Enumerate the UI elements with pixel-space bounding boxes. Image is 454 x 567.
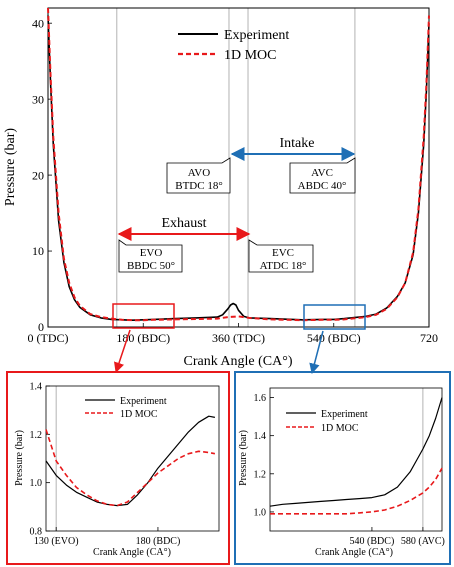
y-tick-label: 1.0 bbox=[254, 507, 267, 518]
inset-right-legend-experiment: Experiment bbox=[321, 409, 368, 420]
series-line-experiment bbox=[45, 415, 216, 507]
avo-line2: BTDC 18° bbox=[175, 180, 223, 192]
y-tick-label: 1.4 bbox=[254, 431, 267, 442]
intake-label: Intake bbox=[280, 136, 315, 151]
zoom-arrow-exhaust bbox=[114, 329, 131, 373]
avc-line1: AVC bbox=[311, 167, 333, 179]
main-x-axis-label: Crank Angle (CA°) bbox=[183, 354, 292, 369]
inset-right-legend-moc: 1D MOC bbox=[321, 423, 359, 434]
y-tick-label: 10 bbox=[32, 244, 44, 258]
main-x-ticks: 0 (TDC) 180 (BDC) 360 (TDC) 540 (BDC) 720 bbox=[28, 323, 438, 345]
inset-right-legend: Experiment 1D MOC bbox=[286, 409, 368, 434]
x-tick-label: 180 (BDC) bbox=[136, 536, 181, 547]
inset-left-x-axis-label: Crank Angle (CA°) bbox=[93, 547, 171, 558]
main-legend: Experiment 1D MOC bbox=[178, 28, 289, 63]
exhaust-label: Exhaust bbox=[161, 216, 206, 231]
zoom-box-intake bbox=[303, 304, 366, 330]
inset-left-border bbox=[6, 371, 230, 565]
main-chart: 0 10 20 30 40 0 (TDC) 180 (BDC) 360 (TDC) 540 (… bbox=[3, 7, 438, 375]
y-tick-label: 1.4 bbox=[30, 382, 43, 393]
x-tick-label: 360 (TDC) bbox=[212, 331, 265, 345]
x-tick-label: 720 bbox=[420, 331, 438, 345]
inset-left-series bbox=[45, 415, 216, 507]
inset-left-legend-experiment: Experiment bbox=[120, 396, 167, 407]
y-tick-label: 1.2 bbox=[30, 430, 43, 441]
main-y-axis-label: Pressure (bar) bbox=[3, 128, 18, 206]
inset-right-series bbox=[269, 397, 443, 515]
inset-right-chart: 1.0 1.2 1.4 1.6 540 (BDC) 580 (AVC) Pressure… bbox=[238, 387, 445, 558]
zoom-arrow-intake bbox=[309, 330, 324, 375]
avc-callout: AVC ABDC 40° bbox=[289, 157, 356, 194]
x-tick-label: 540 (BDC) bbox=[350, 536, 395, 547]
evo-line2: BBDC 50° bbox=[127, 260, 175, 272]
inset-right-x-ticks: 540 (BDC) 580 (AVC) bbox=[350, 527, 445, 547]
evc-line1: EVC bbox=[272, 247, 294, 259]
x-tick-label: 0 (TDC) bbox=[28, 331, 69, 345]
evc-callout: EVC ATDC 18° bbox=[248, 239, 314, 273]
avo-line1: AVO bbox=[188, 167, 210, 179]
inset-left-y-axis-label: Pressure (bar) bbox=[14, 430, 25, 486]
series-line-moc bbox=[45, 429, 216, 507]
y-tick-label: 1.6 bbox=[254, 393, 267, 404]
inset-right-border bbox=[234, 371, 451, 565]
inset-left-y-ticks: 0.8 1.0 1.2 1.4 bbox=[30, 382, 50, 538]
inset-left-legend: Experiment 1D MOC bbox=[85, 396, 167, 420]
evo-line1: EVO bbox=[140, 247, 163, 259]
main-y-ticks: 0 10 20 30 40 bbox=[32, 16, 52, 334]
y-tick-label: 20 bbox=[32, 168, 44, 182]
y-tick-label: 40 bbox=[32, 16, 44, 30]
inset-left-x-ticks: 130 (EVO) 180 (BDC) bbox=[34, 527, 180, 547]
evc-line2: ATDC 18° bbox=[260, 260, 307, 272]
y-tick-label: 1.2 bbox=[254, 469, 267, 480]
main-series bbox=[47, 7, 430, 322]
series-line-experiment bbox=[269, 397, 443, 507]
x-tick-label: 540 (BDC) bbox=[307, 331, 361, 345]
zoom-box-exhaust bbox=[112, 303, 175, 329]
inset-left-chart: 0.8 1.0 1.2 1.4 130 (EVO) 180 (BDC) Pressure… bbox=[14, 382, 220, 558]
y-tick-label: 0 bbox=[38, 320, 44, 334]
x-tick-label: 130 (EVO) bbox=[34, 536, 79, 547]
x-tick-label: 580 (AVC) bbox=[401, 536, 445, 547]
series-line-moc bbox=[47, 7, 430, 322]
inset-left-plot-frame bbox=[45, 385, 220, 532]
inset-right-plot-frame bbox=[269, 387, 443, 532]
y-tick-label: 30 bbox=[32, 92, 44, 106]
inset-right-y-ticks: 1.0 1.2 1.4 1.6 bbox=[254, 393, 274, 518]
inset-left-legend-moc: 1D MOC bbox=[120, 409, 158, 420]
evo-callout: EVO BBDC 50° bbox=[118, 239, 183, 273]
series-line-moc bbox=[270, 467, 443, 515]
y-tick-label: 1.0 bbox=[30, 478, 43, 489]
main-legend-moc: 1D MOC bbox=[224, 48, 277, 63]
x-tick-label: 180 (BDC) bbox=[116, 331, 170, 345]
inset-right-x-axis-label: Crank Angle (CA°) bbox=[315, 547, 393, 558]
main-legend-experiment: Experiment bbox=[224, 28, 289, 43]
avo-callout: AVO BTDC 18° bbox=[166, 157, 231, 194]
y-tick-label: 0.8 bbox=[30, 527, 43, 538]
inset-right-y-axis-label: Pressure (bar) bbox=[238, 430, 249, 486]
avc-line2: ABDC 40° bbox=[298, 180, 347, 192]
